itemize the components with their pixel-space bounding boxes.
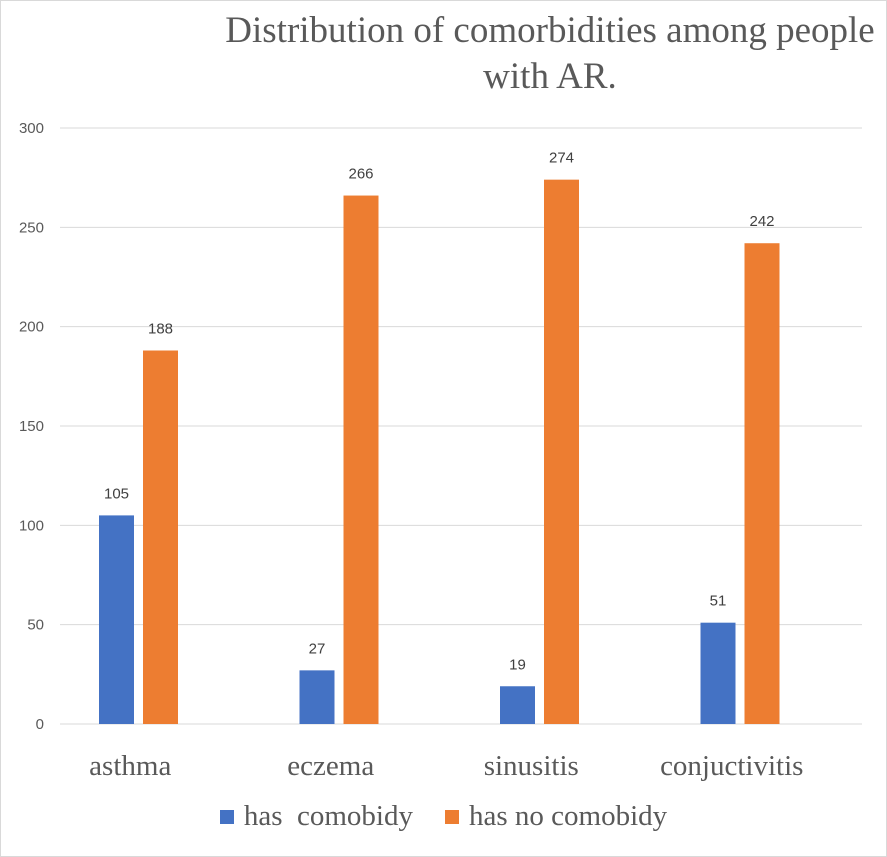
legend-label-has-comobidy: has comobidy <box>243 800 413 832</box>
bar <box>343 195 379 725</box>
legend-swatch-has-comobidy <box>219 809 234 824</box>
data-label: 27 <box>309 640 326 657</box>
data-label: 188 <box>148 321 173 338</box>
x-tick-label: sinusitis <box>484 750 579 782</box>
y-tick-label: 250 <box>19 219 44 236</box>
data-label: 274 <box>549 150 574 167</box>
y-tick-label: 300 <box>19 120 44 137</box>
y-tick-label: 50 <box>27 617 44 634</box>
x-tick-label: eczema <box>287 750 374 782</box>
chart-legend: has comobidy has no comobidy <box>0 800 887 833</box>
bar <box>99 515 134 724</box>
bar <box>700 622 736 724</box>
x-tick-label: conjuctivitis <box>660 750 803 782</box>
legend-label-has-no-comobidy: has no comobidy <box>469 800 668 832</box>
data-label: 19 <box>509 656 526 673</box>
y-tick-label: 200 <box>19 319 44 336</box>
data-label: 105 <box>104 485 129 502</box>
chart-title: Distribution of comorbidities among peop… <box>225 10 875 97</box>
bar <box>744 243 780 724</box>
data-label: 266 <box>348 166 373 183</box>
bar <box>143 350 178 724</box>
data-label: 242 <box>749 213 774 230</box>
legend-item-has-no-comobidy: has no comobidy <box>445 800 667 833</box>
y-tick-label: 100 <box>19 517 44 534</box>
bar <box>299 670 335 724</box>
y-tick-label: 150 <box>19 418 44 435</box>
legend-swatch-has-no-comobidy <box>445 809 459 824</box>
x-tick-label: asthma <box>89 750 171 782</box>
data-label: 51 <box>710 593 727 610</box>
bar <box>544 179 579 725</box>
bar <box>500 686 535 724</box>
y-tick-label: 0 <box>36 716 44 733</box>
legend-item-has-comobidy: has comobidy <box>219 800 413 833</box>
